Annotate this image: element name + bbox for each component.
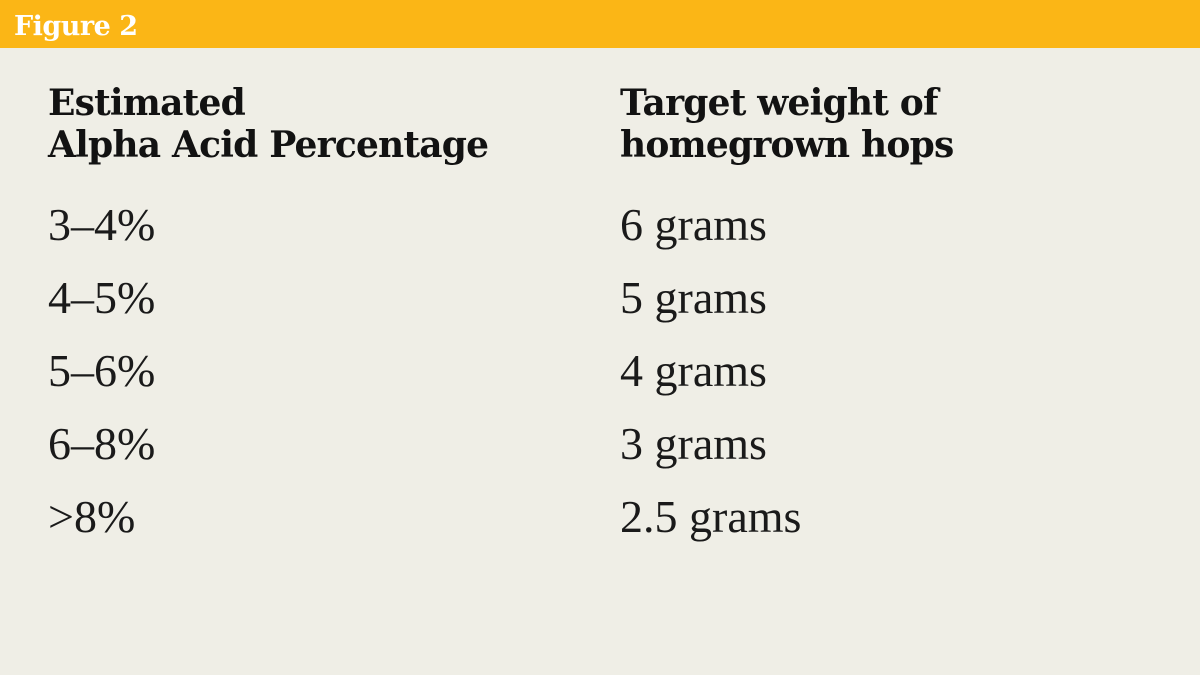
column-target-weight: Target weight of homegrown hops 6 grams … bbox=[620, 82, 1200, 553]
weight-cell: 3 grams bbox=[620, 418, 767, 469]
column-header-alpha-acid: Estimated Alpha Acid Percentage bbox=[48, 82, 620, 170]
alpha-acid-cell: 4–5% bbox=[48, 272, 156, 323]
column-header-target-weight: Target weight of homegrown hops bbox=[620, 82, 1200, 170]
weight-cell: 5 grams bbox=[620, 272, 767, 323]
alpha-acid-cell: 6–8% bbox=[48, 418, 156, 469]
figure-header-bar: Figure 2 bbox=[0, 0, 1200, 48]
alpha-acid-values: 3–4% 4–5% 5–6% 6–8% >8% bbox=[48, 188, 620, 553]
weight-cell: 4 grams bbox=[620, 345, 767, 396]
column-header-target-weight-line2: homegrown hops bbox=[620, 124, 954, 166]
figure-label: Figure 2 bbox=[14, 10, 138, 42]
column-header-target-weight-line1: Target weight of bbox=[620, 82, 938, 124]
weight-cell: 6 grams bbox=[620, 199, 767, 250]
alpha-acid-cell: 3–4% bbox=[48, 199, 156, 250]
hops-table: Estimated Alpha Acid Percentage 3–4% 4–5… bbox=[0, 48, 1200, 553]
alpha-acid-cell: >8% bbox=[48, 491, 136, 542]
column-header-alpha-acid-line2: Alpha Acid Percentage bbox=[48, 124, 489, 166]
alpha-acid-cell: 5–6% bbox=[48, 345, 156, 396]
column-alpha-acid: Estimated Alpha Acid Percentage 3–4% 4–5… bbox=[48, 82, 620, 553]
weight-cell: 2.5 grams bbox=[620, 491, 802, 542]
weight-values: 6 grams 5 grams 4 grams 3 grams 2.5 gram… bbox=[620, 188, 1200, 553]
column-header-alpha-acid-line1: Estimated bbox=[48, 82, 246, 124]
